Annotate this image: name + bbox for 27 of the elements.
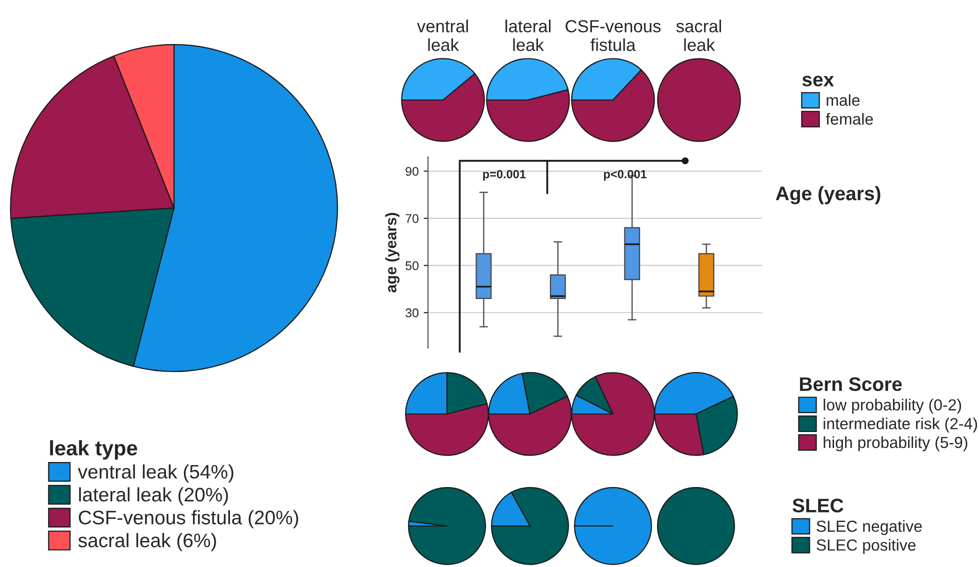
slice-label: lateral leak <box>506 20 550 52</box>
annotation: p<0.001 <box>604 170 647 181</box>
y-axis-title: age (years) <box>385 212 400 292</box>
y-tick-label: 70 <box>406 214 418 223</box>
legend-title: Bern Score <box>800 377 902 392</box>
legend-label: SLEC positive <box>816 538 916 554</box>
legend-label: SLEC negative <box>816 520 922 536</box>
slice-label: sacral leak <box>676 20 721 52</box>
slice-label: CSF-venous fistula <box>566 20 661 52</box>
legend-label: intermediate risk (2-4) <box>824 418 978 432</box>
y-tick-label: 30 <box>406 308 418 318</box>
annotation: p=0.001 <box>483 170 526 181</box>
slice-label: ventral leak <box>417 20 468 52</box>
legend-label: low probability (0-2) <box>824 398 962 414</box>
legend-label: ventral leak (54%) <box>78 464 234 482</box>
legend-label: sacral leak (6%) <box>78 533 216 552</box>
legend-label: high probability (5-9) <box>824 436 968 452</box>
legend-label: male <box>826 94 860 106</box>
y-tick-label: 90 <box>406 166 418 176</box>
legend-label: female <box>826 112 873 125</box>
legend-label: CSF-venous fistula (20%) <box>78 510 298 528</box>
legend-title: SLEC <box>792 498 844 512</box>
legend-title: sex <box>802 76 834 86</box>
legend-label: lateral leak (20%) <box>79 487 228 506</box>
legend-title: leak type <box>50 440 138 460</box>
y-tick-label: 50 <box>406 261 418 270</box>
text: Age (years) <box>776 186 880 204</box>
